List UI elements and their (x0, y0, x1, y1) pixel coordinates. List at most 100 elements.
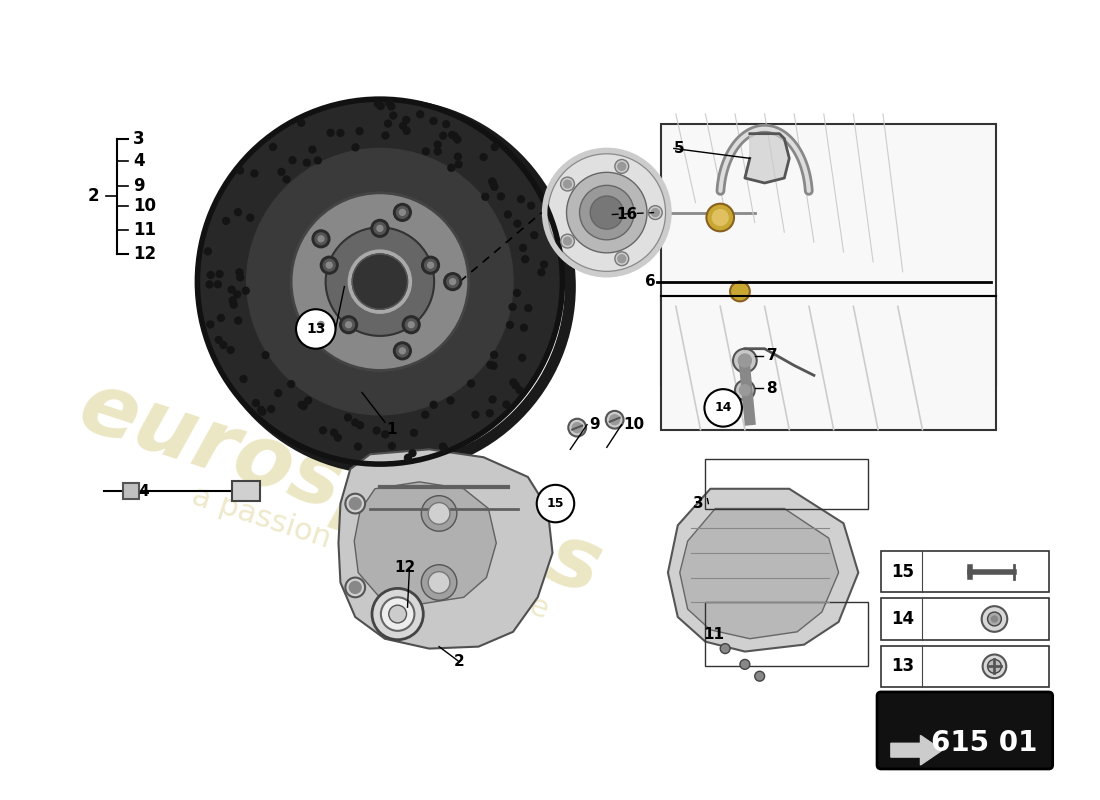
Circle shape (428, 572, 450, 594)
Text: a passion for parts since: a passion for parts since (188, 482, 552, 625)
Circle shape (394, 203, 411, 222)
Text: 8: 8 (767, 381, 778, 396)
Circle shape (399, 348, 405, 354)
FancyBboxPatch shape (877, 692, 1053, 769)
Circle shape (509, 303, 516, 310)
Circle shape (440, 443, 447, 450)
Text: 15: 15 (891, 562, 914, 581)
Circle shape (403, 127, 410, 134)
Circle shape (377, 102, 384, 110)
Circle shape (421, 565, 456, 600)
Circle shape (988, 612, 1001, 626)
Circle shape (374, 100, 382, 107)
Circle shape (516, 387, 524, 394)
Circle shape (340, 316, 358, 334)
Polygon shape (354, 482, 496, 604)
Circle shape (350, 582, 361, 594)
Circle shape (315, 157, 321, 164)
Circle shape (548, 154, 666, 272)
Text: 7: 7 (767, 348, 778, 363)
Circle shape (283, 176, 290, 183)
Circle shape (352, 144, 359, 151)
Circle shape (988, 659, 1001, 674)
Text: 3: 3 (693, 496, 703, 511)
Circle shape (382, 132, 389, 139)
Circle shape (506, 322, 514, 328)
Circle shape (528, 202, 535, 209)
Circle shape (591, 196, 624, 229)
Circle shape (270, 143, 276, 150)
Circle shape (309, 146, 316, 153)
Text: 11: 11 (133, 222, 156, 239)
Circle shape (236, 269, 243, 276)
Circle shape (334, 434, 341, 441)
Circle shape (312, 315, 330, 334)
Polygon shape (891, 735, 943, 765)
Circle shape (246, 149, 513, 414)
Circle shape (251, 170, 257, 177)
Circle shape (738, 354, 751, 367)
Circle shape (217, 270, 223, 278)
Circle shape (218, 314, 224, 322)
Circle shape (234, 209, 242, 216)
Circle shape (491, 362, 497, 370)
Text: 10: 10 (133, 197, 156, 214)
Circle shape (356, 422, 364, 429)
Circle shape (609, 414, 619, 425)
Circle shape (403, 117, 409, 123)
Circle shape (540, 261, 548, 268)
Circle shape (356, 128, 363, 134)
Text: 10: 10 (624, 417, 645, 432)
Text: 1: 1 (386, 422, 397, 437)
Circle shape (442, 121, 450, 128)
Circle shape (434, 141, 441, 148)
Circle shape (258, 408, 266, 415)
Circle shape (352, 419, 359, 426)
Text: 2: 2 (88, 187, 100, 205)
Polygon shape (680, 509, 838, 638)
Circle shape (651, 209, 659, 217)
Circle shape (288, 381, 295, 387)
Circle shape (304, 159, 310, 166)
Circle shape (514, 290, 520, 296)
Circle shape (236, 167, 243, 174)
Circle shape (417, 111, 424, 118)
Polygon shape (339, 450, 552, 649)
Circle shape (981, 606, 1008, 632)
Circle shape (451, 133, 459, 140)
Circle shape (236, 274, 244, 281)
Text: 615 01: 615 01 (932, 730, 1037, 758)
Circle shape (278, 168, 285, 175)
Circle shape (450, 278, 455, 285)
Text: 9: 9 (588, 417, 600, 432)
Text: 14: 14 (714, 402, 732, 414)
Text: 4: 4 (138, 484, 148, 499)
Text: 5: 5 (674, 141, 684, 156)
Circle shape (572, 422, 582, 433)
Circle shape (315, 318, 327, 330)
Circle shape (566, 172, 647, 253)
Circle shape (615, 159, 629, 174)
Circle shape (982, 654, 1007, 678)
Circle shape (521, 256, 529, 262)
Circle shape (222, 218, 230, 224)
Circle shape (486, 410, 493, 417)
Circle shape (537, 485, 574, 522)
FancyBboxPatch shape (881, 646, 1048, 687)
Circle shape (394, 342, 411, 360)
Text: 2: 2 (453, 654, 464, 669)
Circle shape (207, 321, 213, 328)
Circle shape (490, 396, 496, 403)
Circle shape (503, 401, 509, 408)
Circle shape (704, 389, 741, 426)
Circle shape (739, 385, 750, 395)
Circle shape (561, 234, 574, 248)
Circle shape (454, 153, 461, 160)
Text: 13: 13 (891, 658, 914, 675)
Circle shape (205, 248, 211, 254)
Circle shape (434, 148, 441, 155)
Circle shape (320, 256, 338, 274)
Circle shape (228, 286, 235, 293)
Circle shape (388, 605, 407, 623)
Circle shape (377, 226, 383, 231)
